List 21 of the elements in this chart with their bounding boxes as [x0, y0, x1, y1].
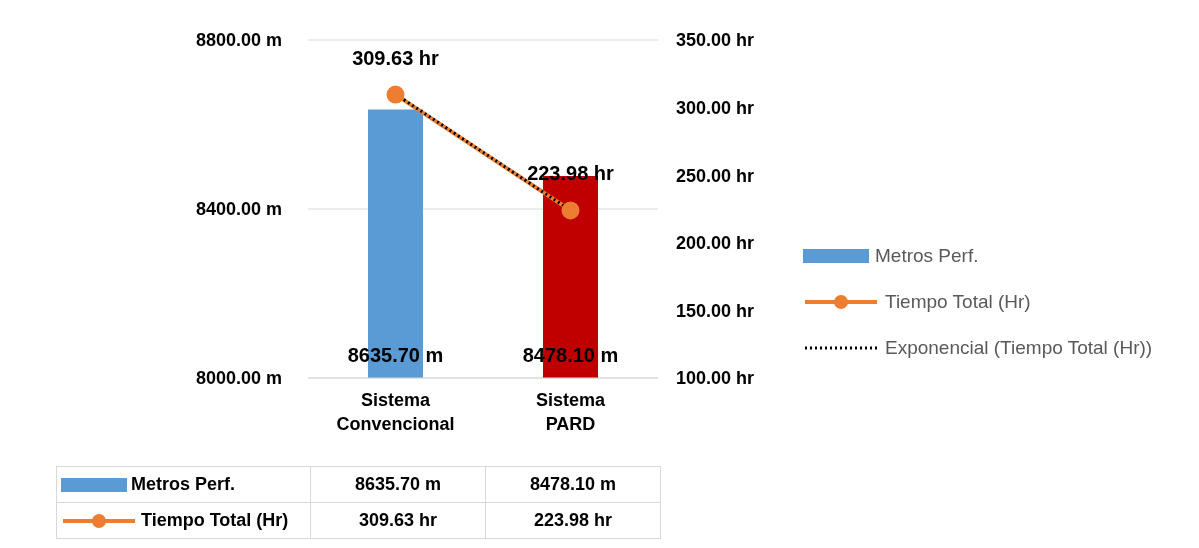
- y2-tick-label: 150.00 hr: [676, 300, 755, 321]
- data-label: 309.63 hr: [310, 502, 486, 539]
- text: 309.63 hr: [352, 46, 439, 69]
- x-tick-label: Sistema Convencional: [336, 390, 455, 434]
- y2-tick-label: 250.00 hr: [676, 165, 755, 186]
- y-tick-label: 8800.00 m: [195, 30, 282, 51]
- legend-label: Metros Perf.: [131, 474, 236, 495]
- legend-label: Exponencial (Tiempo Total (Hr)): [885, 337, 1153, 359]
- y2-tick-label: 350.00 hr: [676, 30, 755, 51]
- y2-tick-label: 100.00 hr: [676, 368, 755, 389]
- y-tick-label: 8400.00 m: [195, 199, 282, 220]
- data-label: 8478.10 m: [485, 466, 661, 503]
- y2-tick-label: 200.00 hr: [676, 233, 755, 254]
- text: Tiempo Total (Hr): [885, 291, 1031, 312]
- y2-tick-label: 300.00 hr: [676, 97, 755, 118]
- text: Metros Perf.: [875, 245, 979, 266]
- legend-label: Tiempo Total (Hr): [141, 510, 289, 531]
- data-label: 223.98 hr: [485, 502, 661, 539]
- y-tick-label: 8000.00 m: [195, 368, 282, 389]
- data-label: 8635.70 m: [310, 466, 486, 503]
- x-tick-label: Sistema PARD: [535, 390, 606, 434]
